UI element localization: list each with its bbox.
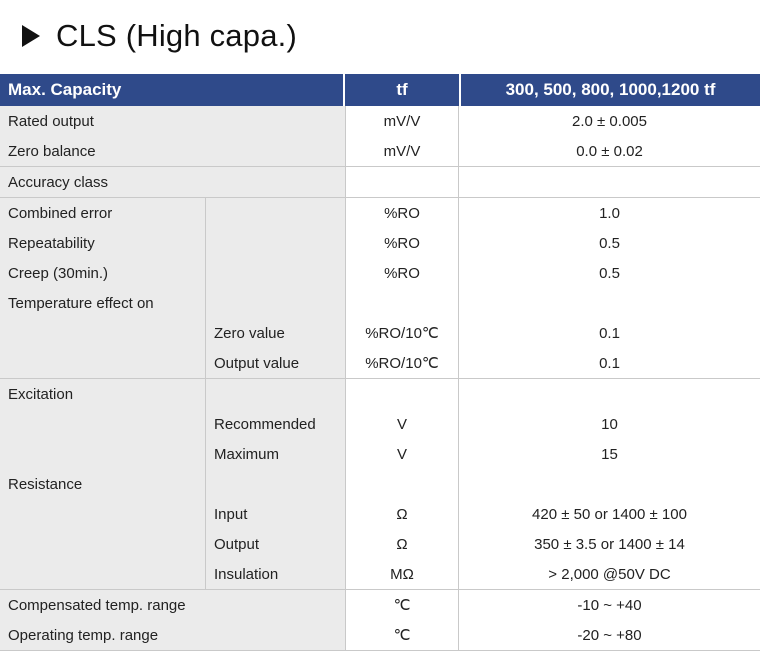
row-value: 2.0 ± 0.005 <box>572 112 647 130</box>
row-label: Compensated temp. range <box>8 596 186 614</box>
header-capacity: Max. Capacity <box>0 74 345 106</box>
row-unit: Ω <box>396 505 408 523</box>
header-unit: tf <box>345 74 461 106</box>
row-label <box>0 348 205 378</box>
row-unit: Ω <box>396 535 408 553</box>
table-section: Accuracy class <box>0 167 760 198</box>
row-label: Combined error <box>8 204 113 222</box>
header-values: 300, 500, 800, 1000,1200 tf <box>505 80 716 99</box>
row-value: -10 ~ +40 <box>577 596 642 614</box>
row-label: Accuracy class <box>8 173 109 191</box>
row-sublabel <box>206 258 345 288</box>
row-unit: ℃ <box>393 627 411 644</box>
row-unit <box>346 167 458 197</box>
row-label: Zero balance <box>8 142 96 160</box>
row-label <box>0 499 205 529</box>
row-label <box>0 318 205 348</box>
row-label <box>0 529 205 559</box>
title-text: CLS (High capa.) <box>56 18 297 53</box>
row-unit: mV/V <box>383 112 421 130</box>
row-unit: ℃ <box>393 597 411 614</box>
row-value <box>459 379 760 409</box>
row-sublabel <box>206 198 345 228</box>
spec-table: Max. Capacity tf 300, 500, 800, 1000,120… <box>0 74 760 651</box>
row-label: Repeatability <box>8 234 95 252</box>
row-label: Resistance <box>8 475 83 493</box>
row-sublabel: Input <box>214 505 248 523</box>
row-unit: %RO <box>384 264 420 282</box>
row-unit: %RO/10℃ <box>365 325 439 342</box>
row-sublabel: Recommended <box>214 415 316 433</box>
table-section: Rated output Zero balance mV/V mV/V 2.0 … <box>0 106 760 167</box>
table-section: Excitation Resistance Recommended Maximu… <box>0 379 760 590</box>
row-value: 0.1 <box>599 324 620 342</box>
row-unit: %RO <box>384 234 420 252</box>
row-value: 0.0 ± 0.02 <box>576 142 643 160</box>
row-value: 0.5 <box>599 234 620 252</box>
row-value: 1.0 <box>599 204 620 222</box>
row-label: Operating temp. range <box>8 626 159 644</box>
row-value <box>459 288 760 318</box>
row-unit: MΩ <box>390 565 414 583</box>
row-unit: V <box>396 445 407 463</box>
row-sublabel: Insulation <box>214 565 279 583</box>
row-label: Temperature effect on <box>8 294 154 312</box>
row-unit <box>346 288 458 318</box>
row-sublabel <box>206 228 345 258</box>
row-unit <box>346 469 458 499</box>
row-unit: %RO/10℃ <box>365 355 439 372</box>
row-value: -20 ~ +80 <box>577 626 642 644</box>
table-section: Combined error Repeatability Creep (30mi… <box>0 198 760 379</box>
row-sublabel: Output <box>214 535 260 553</box>
row-value: 0.1 <box>599 354 620 372</box>
row-sublabel <box>206 469 345 499</box>
row-label: Excitation <box>8 385 74 403</box>
row-sublabel: Zero value <box>214 324 285 342</box>
row-label: Creep (30min.) <box>8 264 109 282</box>
row-label: Rated output <box>8 112 94 130</box>
play-triangle-icon <box>22 25 40 47</box>
table-header: Max. Capacity tf 300, 500, 800, 1000,120… <box>0 74 760 106</box>
row-sublabel <box>206 288 345 318</box>
row-unit: V <box>396 415 407 433</box>
row-value: 0.5 <box>599 264 620 282</box>
row-sublabel: Output value <box>214 354 300 372</box>
page-title: CLS (High capa.) <box>22 16 297 56</box>
row-sublabel <box>206 379 345 409</box>
row-label <box>0 559 205 589</box>
row-sublabel: Maximum <box>214 445 280 463</box>
row-unit <box>346 379 458 409</box>
row-value: 420 ± 50 or 1400 ± 100 <box>532 505 687 523</box>
row-value: > 2,000 @50V DC <box>548 565 671 583</box>
row-value: 350 ± 3.5 or 1400 ± 14 <box>534 535 685 553</box>
row-value <box>459 469 760 499</box>
row-unit: mV/V <box>383 142 421 160</box>
row-value: 10 <box>601 415 618 433</box>
row-value: 15 <box>601 445 618 463</box>
row-unit: %RO <box>384 204 420 222</box>
row-label <box>0 439 205 469</box>
row-label <box>0 409 205 439</box>
row-value <box>459 167 760 197</box>
table-section: Compensated temp. range Operating temp. … <box>0 590 760 651</box>
